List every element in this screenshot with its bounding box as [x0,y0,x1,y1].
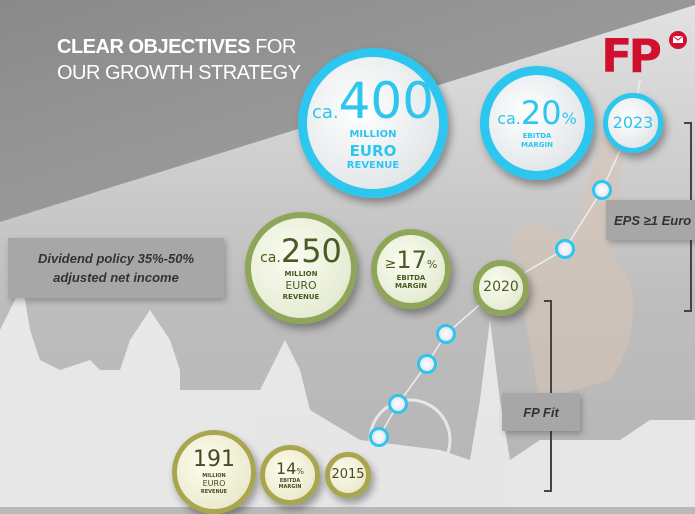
path-dot [592,180,612,200]
svg-text:FP: FP [601,30,660,78]
revenue-2020-circle: ca. 250 MILLION EURO REVENUE [245,212,357,324]
label: MILLION [202,473,226,480]
eps-box: EPS ≥1 Euro [606,200,695,240]
margin-2015-circle: 14% EBITDA MARGIN [260,445,320,505]
label: EURO [202,479,226,489]
label: MARGIN [395,282,427,291]
label: REVENUE [282,292,320,301]
fpfit-label: FP Fit [523,404,559,420]
value: 17 [396,245,427,274]
prefix: ca. [497,109,521,129]
label: EBITDA [522,132,552,141]
path-dot [436,324,456,344]
revenue-2015-circle: 191 MILLION EURO REVENUE [172,430,256,514]
page-title: CLEAR OBJECTIVES FOR OUR GROWTH STRATEGY [57,34,301,86]
margin-2020-circle: ≥17% EBITDA MARGIN [371,229,451,309]
year-2023-milestone: 2023 [603,93,663,153]
year-label: 2023 [612,113,654,132]
fpfit-box: FP Fit [502,393,580,431]
value: 14 [276,458,297,478]
label: REVENUE [200,489,228,496]
margin-2023-circle: ca. 20% EBITDA MARGIN [480,66,594,180]
label: EBITDA [279,477,301,484]
label: MARGIN [278,483,302,490]
unit: % [426,257,438,271]
year-label: 2020 [483,279,519,296]
title-bold: CLEAR OBJECTIVES [57,36,251,58]
prefix: ca. [260,250,281,267]
dividend-line2: adjusted net income [53,270,179,285]
dividend-line1: Dividend policy 35%-50% [37,251,195,266]
prefix: ca. [311,102,339,124]
unit: % [561,109,577,129]
path-dot [555,239,575,259]
path-dot [417,354,437,374]
label: EBITDA [396,273,426,282]
value: 20 [520,94,562,133]
revenue-2023-circle: ca. 400 MILLION EURO REVENUE [298,48,448,198]
path-dot [388,394,408,414]
title-rest: FOR [250,36,296,58]
path-dot [369,427,389,447]
label: MILLION [284,270,318,279]
prefix: ≥ [384,255,397,272]
label: REVENUE [346,160,400,172]
value: 250 [280,232,342,271]
unit: % [296,466,304,476]
dividend-policy-box: Dividend policy 35%-50% adjusted net inc… [8,238,224,298]
year-label: 2015 [331,466,365,482]
label: MARGIN [521,140,553,149]
value: 191 [193,447,235,473]
label: MILLION [349,129,397,141]
value: 400 [338,72,435,131]
label: EURO [349,141,397,160]
year-2020-milestone: 2020 [473,260,529,316]
label: EURO [285,279,317,293]
title-line2: OUR GROWTH STRATEGY [57,62,301,84]
eps-label: EPS ≥1 Euro [614,212,692,228]
year-2015-milestone: 2015 [325,452,371,498]
fp-logo: FP [601,29,691,83]
